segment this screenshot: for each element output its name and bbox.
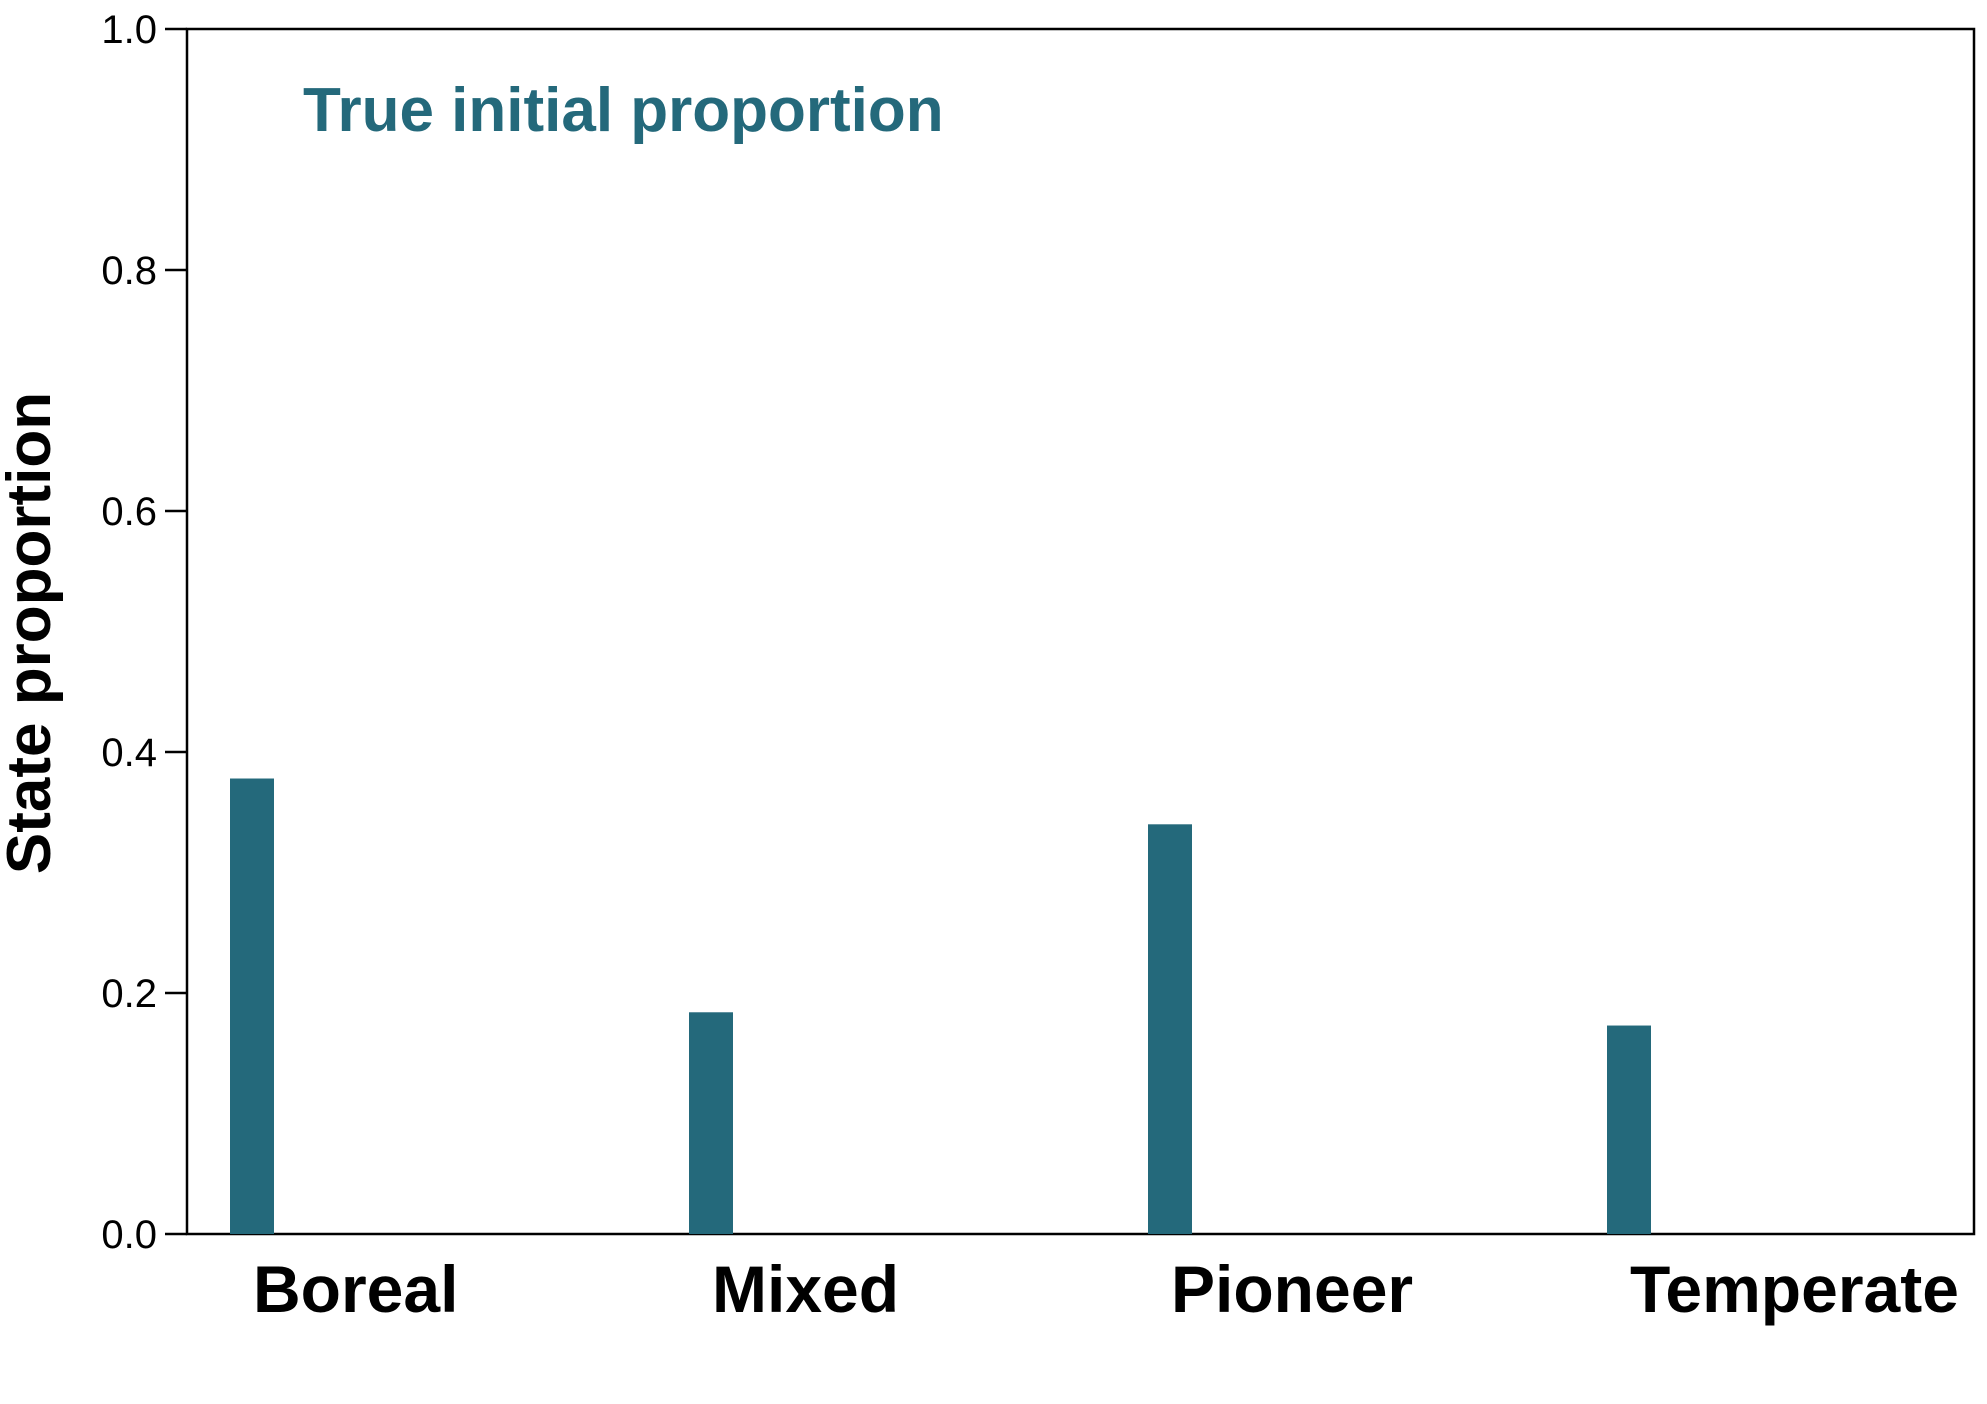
bar-pioneer (1148, 824, 1192, 1234)
x-category-label: Pioneer (1171, 1252, 1413, 1326)
x-category-label: Mixed (712, 1252, 899, 1326)
x-category-label: Temperate (1630, 1252, 1959, 1326)
bars (230, 778, 1651, 1234)
chart-annotation: True initial proportion (303, 76, 944, 145)
y-axis-label: State proportion (0, 392, 64, 874)
y-tick-label: 0.8 (101, 249, 157, 293)
bar-temperate (1607, 1025, 1651, 1234)
y-tick-label: 0.6 (101, 490, 157, 534)
plot-frame (185, 27, 1976, 1236)
y-tick-label: 0.4 (101, 731, 157, 775)
y-tick-label: 0.0 (101, 1213, 157, 1257)
y-axis: 0.0 0.2 0.4 0.6 0.8 1.0 (101, 8, 187, 1257)
bar-boreal (230, 778, 274, 1234)
y-tick-label: 1.0 (101, 8, 157, 52)
y-tick-label: 0.2 (101, 972, 157, 1016)
bar-mixed (689, 1012, 733, 1234)
x-category-label: Boreal (253, 1252, 458, 1326)
x-axis-labels: Boreal Mixed Pioneer Temperate (253, 1252, 1959, 1326)
